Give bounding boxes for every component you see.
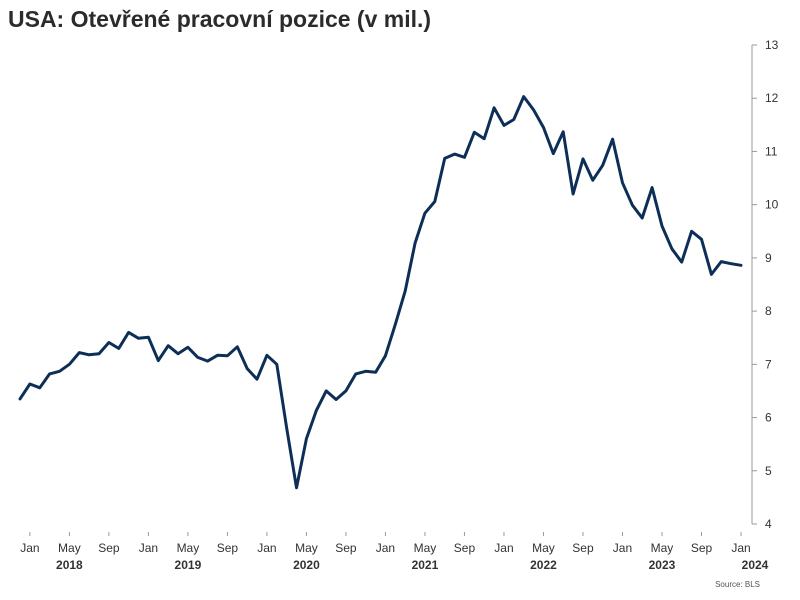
x-tick-label: Jan [20, 541, 39, 555]
x-tick-label: May [651, 541, 674, 555]
x-tick-label: Jan [139, 541, 158, 555]
y-tick-label: 12 [765, 91, 779, 105]
source-note: Source: BLS [715, 580, 760, 589]
series-layer [18, 95, 743, 490]
y-tick-label: 7 [765, 357, 772, 371]
y-tick-label: 11 [765, 144, 778, 158]
x-tick-label: May [58, 541, 81, 555]
year-label: 2018 [56, 558, 83, 572]
x-tick-label: Jan [613, 541, 632, 555]
chart-title: USA: Otevřené pracovní pozice (v mil.) [8, 6, 432, 32]
x-tick-label: Jan [257, 541, 276, 555]
y-tick-label: 6 [765, 411, 772, 425]
year-label: 2019 [175, 558, 202, 572]
y-tick-label: 4 [765, 517, 772, 531]
year-label: 2024 [742, 558, 769, 572]
year-label: 2023 [649, 558, 676, 572]
x-tick-label: May [414, 541, 437, 555]
y-tick-label: 8 [765, 304, 772, 318]
x-tick-label: Sep [335, 541, 357, 555]
x-tick-label: May [177, 541, 200, 555]
x-tick-label: May [532, 541, 555, 555]
x-tick-label: Sep [98, 541, 120, 555]
y-tick-label: 5 [765, 464, 772, 478]
x-tick-label: Sep [454, 541, 476, 555]
x-tick-label: Jan [376, 541, 395, 555]
x-tick-label: Sep [217, 541, 239, 555]
x-tick-label: Sep [572, 541, 594, 555]
y-axis: 4 5 6 7 8 9 10 11 12 13 [751, 38, 779, 531]
year-label: 2022 [530, 558, 557, 572]
year-label: 2020 [293, 558, 320, 572]
series-line [18, 95, 743, 490]
x-axis: Jan May Sep Jan May Sep Jan May Sep Jan May Sep Jan M… [20, 532, 769, 572]
y-tick-label: 9 [765, 251, 772, 265]
x-tick-label: Sep [691, 541, 713, 555]
y-tick-label: 10 [765, 198, 779, 212]
x-tick-label: May [295, 541, 318, 555]
year-label: 2021 [412, 558, 439, 572]
y-tick-label: 13 [765, 38, 779, 52]
x-tick-label: Jan [731, 541, 750, 555]
x-tick-label: Jan [494, 541, 513, 555]
